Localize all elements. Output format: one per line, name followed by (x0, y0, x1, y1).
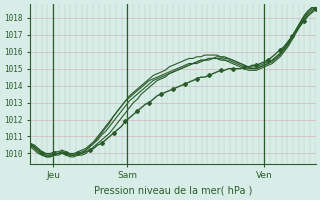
X-axis label: Pression niveau de la mer( hPa ): Pression niveau de la mer( hPa ) (94, 186, 252, 196)
